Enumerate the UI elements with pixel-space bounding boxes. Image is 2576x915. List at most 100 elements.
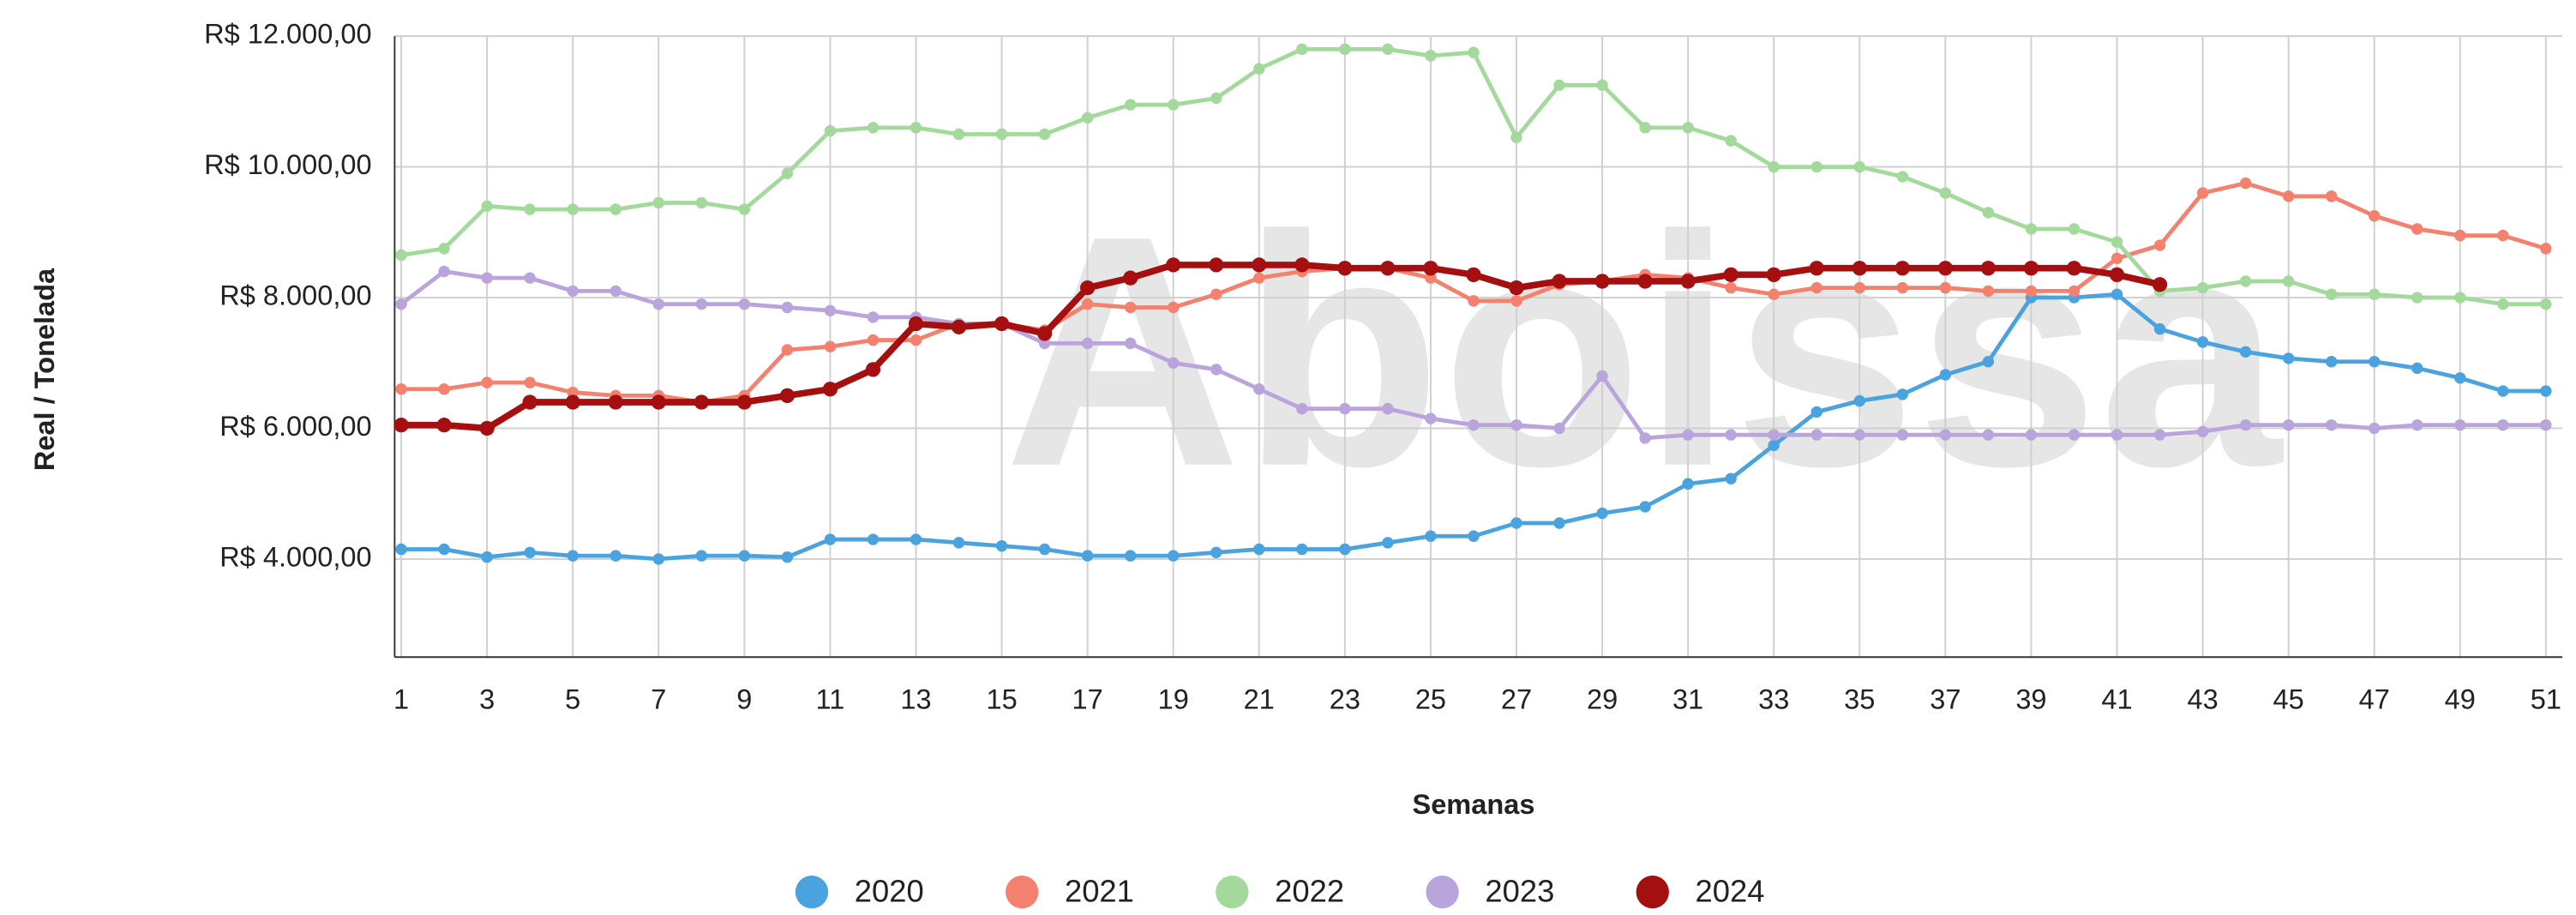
point: [567, 386, 579, 399]
point: [995, 128, 1008, 141]
point: [2497, 298, 2509, 310]
point: [867, 311, 880, 323]
point: [1382, 537, 1394, 549]
point: [1468, 46, 1480, 58]
point: [1768, 288, 1780, 300]
point: [1038, 337, 1051, 350]
point: [2239, 275, 2252, 287]
point: [1725, 429, 1737, 441]
point: [952, 537, 965, 549]
x-tick-label: 13: [900, 684, 931, 715]
x-tick-label: 7: [651, 684, 666, 715]
point: [952, 128, 965, 141]
x-tick-label: 43: [2187, 684, 2218, 715]
point: [2068, 223, 2081, 235]
point: [1852, 261, 1867, 276]
point: [738, 203, 751, 215]
point: [481, 200, 493, 213]
point: [1168, 357, 1180, 369]
point: [1639, 122, 1651, 134]
point: [1468, 530, 1480, 542]
point: [1209, 257, 1224, 273]
point: [1038, 543, 1051, 556]
point: [1510, 517, 1522, 529]
point: [1896, 429, 1909, 441]
x-tick-label: 41: [2101, 684, 2132, 715]
point: [481, 376, 493, 388]
point: [1810, 406, 1822, 418]
point: [1810, 281, 1822, 294]
y-tick-label: R$ 8.000,00: [219, 280, 371, 311]
point: [1423, 261, 1438, 276]
point: [2109, 267, 2125, 282]
point: [438, 543, 450, 556]
point: [695, 550, 708, 562]
point: [1296, 543, 1308, 556]
point: [1637, 274, 1653, 289]
legend-marker: [1636, 876, 1669, 909]
point: [1768, 160, 1780, 173]
point: [1766, 267, 1781, 282]
point: [1253, 272, 1265, 284]
point: [1553, 517, 1565, 529]
point: [1982, 429, 1995, 441]
point: [1810, 429, 1822, 441]
point: [1896, 388, 1909, 400]
point: [1894, 261, 1910, 276]
point: [2196, 336, 2209, 348]
point: [1253, 383, 1265, 395]
point: [652, 196, 664, 209]
point: [2540, 298, 2552, 310]
point: [479, 420, 495, 436]
point: [524, 272, 536, 284]
point: [1682, 429, 1694, 441]
point: [1124, 99, 1137, 111]
point: [481, 551, 493, 563]
point: [867, 533, 880, 545]
point: [609, 203, 621, 215]
point: [1210, 92, 1222, 105]
point: [1036, 326, 1053, 341]
point: [2540, 418, 2552, 431]
point: [2411, 292, 2423, 304]
point: [609, 285, 621, 298]
legend-marker: [1216, 876, 1249, 909]
y-tick-label: R$ 4.000,00: [219, 542, 371, 573]
point: [1210, 364, 1222, 376]
legend-label: 2023: [1485, 874, 1554, 909]
point: [1853, 394, 1865, 407]
x-tick-label: 11: [816, 684, 845, 715]
x-axis-label: Semanas: [1412, 789, 1534, 820]
point: [1594, 274, 1610, 289]
point: [1853, 160, 1865, 173]
x-tick-label: 49: [2445, 684, 2476, 715]
point: [1380, 261, 1396, 276]
x-tick-label: 3: [479, 684, 495, 715]
point: [1252, 257, 1267, 273]
x-tick-label: 17: [1072, 684, 1103, 715]
point: [2325, 356, 2338, 368]
point: [1168, 550, 1180, 562]
x-tick-label: 31: [1672, 684, 1703, 715]
point: [395, 249, 407, 262]
point: [1210, 546, 1222, 558]
point: [2066, 261, 2082, 276]
point: [1510, 418, 1522, 431]
point: [652, 553, 664, 565]
x-tick-label: 21: [1244, 684, 1275, 715]
point: [1509, 280, 1524, 296]
point: [1296, 43, 1308, 56]
point: [1939, 369, 1952, 381]
point: [2025, 223, 2038, 235]
point: [1339, 543, 1351, 556]
point: [2153, 322, 2166, 335]
point: [1339, 43, 1351, 56]
point: [1639, 432, 1651, 444]
point: [1382, 43, 1394, 56]
x-tick-label: 51: [2531, 684, 2561, 715]
x-tick-label: 15: [986, 684, 1017, 715]
point: [995, 539, 1008, 552]
point: [1081, 550, 1094, 562]
point: [1939, 429, 1952, 441]
point: [2111, 252, 2123, 265]
